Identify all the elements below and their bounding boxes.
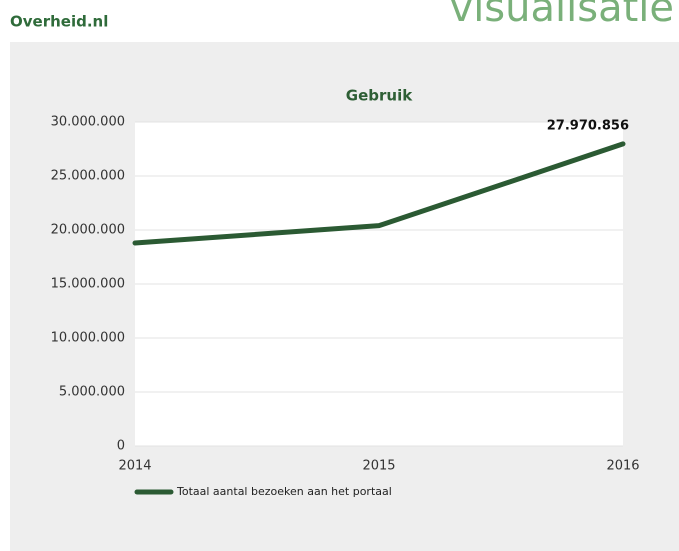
chart-title: Gebruik (346, 87, 413, 105)
site-name: Overheid.nl (10, 13, 108, 31)
data-label: 27.970.856 (547, 118, 629, 133)
y-tick-label: 20.000.000 (51, 223, 125, 238)
y-tick-label: 15.000.000 (51, 277, 125, 292)
legend-label: Totaal aantal bezoeken aan het portaal (176, 485, 392, 498)
x-tick-label: 2016 (606, 459, 639, 474)
x-tick-label: 2014 (118, 459, 151, 474)
section-title: visualisatie (450, 0, 674, 31)
y-tick-label: 30.000.000 (51, 115, 125, 130)
y-tick-label: 10.000.000 (51, 331, 125, 346)
y-tick-label: 5.000.000 (59, 385, 125, 400)
y-tick-label: 25.000.000 (51, 169, 125, 184)
series-line (132, 141, 626, 246)
y-tick-label: 0 (117, 439, 125, 454)
x-tick-label: 2015 (362, 459, 395, 474)
